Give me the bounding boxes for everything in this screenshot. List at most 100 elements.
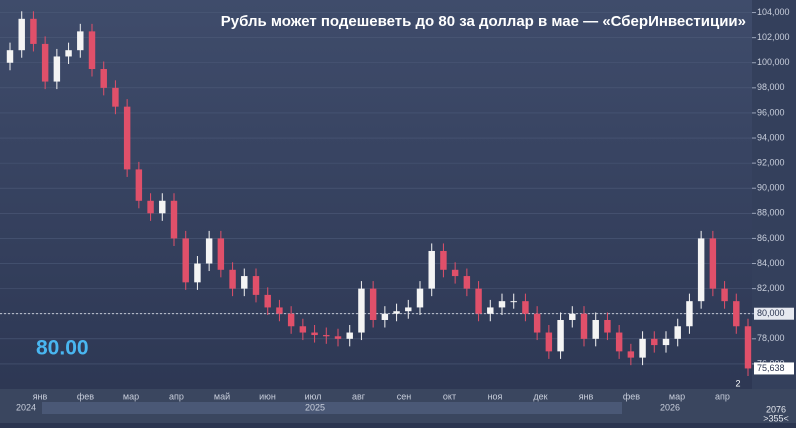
x-tick-label: дек [533, 391, 547, 401]
candle-body [709, 238, 717, 289]
y-tick-label: 98,000 [757, 82, 785, 92]
candle-body [487, 307, 494, 314]
candle-body [440, 250, 447, 270]
candle-body [463, 276, 471, 289]
candle-body [123, 106, 131, 170]
candle-body [674, 326, 681, 339]
y-tick-label: 102,000 [757, 32, 790, 42]
candle-body [651, 338, 658, 346]
y-tick-label: 88,000 [757, 208, 785, 218]
candle-body [299, 326, 307, 333]
candle-body [65, 50, 72, 57]
price-line-label: 80,000 [757, 308, 785, 318]
y-tick-label: 100,000 [757, 57, 790, 67]
candle-body [522, 301, 529, 314]
candle-body [41, 43, 49, 82]
candle-body [592, 319, 599, 339]
candle-body [77, 31, 84, 51]
candle-body [205, 238, 213, 264]
x-tick-label: фев [623, 391, 640, 401]
candle-body [287, 313, 295, 327]
candle-body [334, 336, 342, 339]
x-tick-label: апр [169, 391, 184, 401]
y-axis-panel [752, 0, 796, 390]
x-tick-label: май [214, 391, 230, 401]
y-tick-label: 92,000 [757, 158, 785, 168]
candle-body [194, 263, 201, 283]
candle-body [276, 307, 283, 314]
candle-body [135, 169, 143, 201]
x-tick-label: янв [33, 391, 48, 401]
x-tick-label: ноя [488, 391, 503, 401]
scroll-bar [42, 402, 622, 414]
candle-body [416, 288, 424, 308]
x-tick-label: мар [669, 391, 685, 401]
candle-body [159, 200, 166, 214]
year-label: 2026 [660, 402, 680, 412]
candle-body [510, 301, 517, 303]
footer-left: 2076 [766, 404, 786, 414]
x-tick-label: апр [715, 391, 730, 401]
candle-body [721, 288, 728, 302]
year-label: 2025 [305, 402, 325, 412]
x-tick-label: окт [443, 391, 456, 401]
candle-body [475, 288, 482, 314]
y-tick-label: 94,000 [757, 132, 785, 142]
y-tick-label: 104,000 [757, 7, 790, 17]
candle-body [112, 87, 119, 107]
candle-body [697, 238, 705, 302]
chart-title: Рубль может подешеветь до 80 за доллар в… [221, 13, 746, 30]
x-tick-label: фев [77, 391, 94, 401]
candle-body [686, 301, 693, 327]
candle-body [744, 326, 752, 369]
candle-body [229, 269, 236, 289]
candle-body [627, 351, 635, 358]
candle-body [53, 56, 61, 82]
last-price-box [754, 362, 794, 375]
x-tick-label: мар [123, 391, 139, 401]
candle-body [580, 313, 588, 339]
price-line-box [754, 307, 794, 320]
candle-body [639, 338, 646, 358]
candle-body [358, 288, 365, 333]
candle-body [252, 276, 260, 295]
candle-body [217, 238, 225, 270]
x-tick-label: июл [305, 391, 322, 401]
candle-body [323, 335, 330, 337]
candle-body [451, 269, 459, 277]
y-tick-label: 84,000 [757, 258, 785, 268]
candle-body [100, 69, 107, 88]
x-tick-label: июн [259, 391, 276, 401]
candle-body [498, 301, 506, 308]
candle-body [533, 313, 541, 333]
candle-body [369, 288, 377, 320]
candle-body [428, 250, 435, 289]
y-tick-label: 82,000 [757, 283, 785, 293]
candle-body [311, 332, 318, 336]
candle-body [6, 50, 14, 63]
year-label: 2024 [16, 402, 36, 412]
candle-body [393, 311, 400, 314]
candle-body [733, 301, 740, 327]
candle-body [147, 200, 154, 214]
x-tick-label: янв [579, 391, 594, 401]
candle-body [569, 313, 576, 320]
candle-body [30, 18, 37, 44]
x-tick-label: авг [352, 391, 366, 401]
x-tick-label: сен [397, 391, 412, 401]
y-tick-label: 90,000 [757, 183, 785, 193]
candle-body [18, 18, 25, 51]
last-price-label: 75,638 [757, 363, 785, 373]
candle-body [264, 294, 271, 308]
candle-body [615, 332, 623, 352]
candle-body [170, 200, 178, 239]
candle-body [88, 31, 96, 70]
candle-body [182, 238, 189, 283]
y-tick-label: 86,000 [757, 233, 785, 243]
candle-body [604, 319, 611, 333]
corner-mark: 2 [735, 378, 740, 388]
candle-body [405, 307, 412, 312]
y-tick-label: 78,000 [757, 333, 785, 343]
